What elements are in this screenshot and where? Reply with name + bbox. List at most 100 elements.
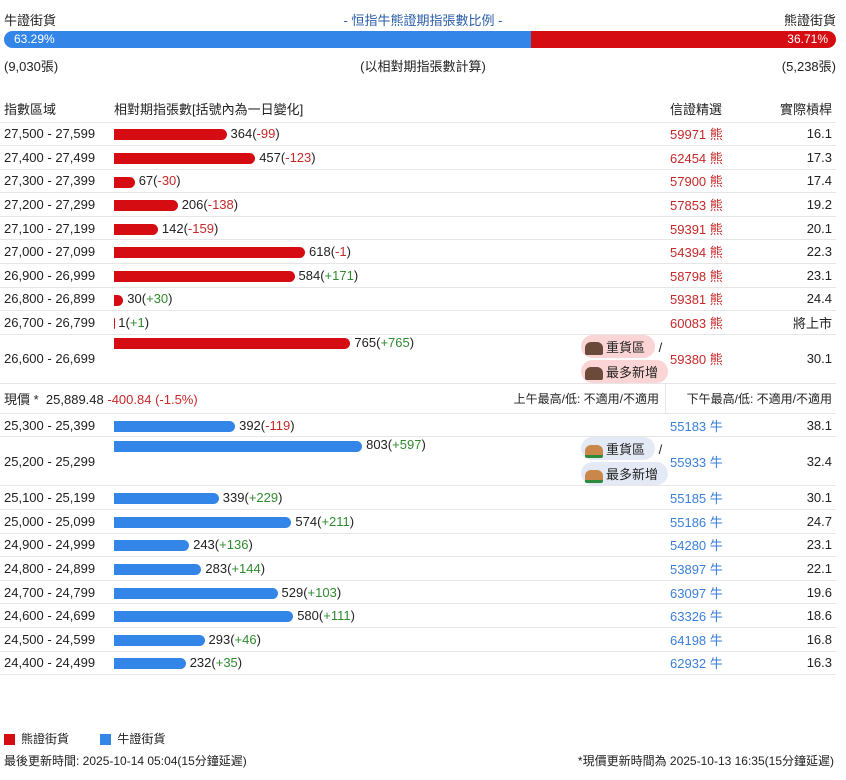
daily-change: -123 [285,149,312,165]
contract-count: 457 [259,149,281,165]
daily-change: -99 [256,126,276,142]
signal-warrant-link[interactable]: 53897 牛 [666,556,756,581]
bear-bar [114,223,158,235]
range-cell: 24,500 - 24,599 [0,627,110,652]
contract-count: 283 [205,561,228,577]
signal-warrant-link[interactable]: 57900 熊 [666,169,756,194]
table-row: 24,400 - 24,499 232(+35) 62932 牛 16.3 [0,651,836,676]
bear-legend-swatch [4,734,15,746]
col-signal: 信證精選 [666,96,756,123]
signal-warrant-link[interactable]: 55183 牛 [666,413,756,438]
signal-warrant-link[interactable]: 58798 熊 [666,263,756,288]
bear-bar [114,247,305,259]
daily-change: +597 [392,437,422,453]
bear-bar [114,152,256,164]
leverage-cell: 19.2 [756,192,836,217]
bear-bar [114,200,178,212]
table-row: 27,000 - 27,099 618(-1) 54394 熊 22.3 [0,239,836,265]
contract-count: 339 [222,490,245,506]
range-cell: 26,600 - 26,699 [0,334,110,384]
table-row: 24,800 - 24,899 283(+144) 53897 牛 22.1 [0,556,836,581]
daily-change: +171 [324,267,354,283]
signal-warrant-link[interactable]: 59380 熊 [666,334,756,384]
signal-warrant-link[interactable]: 59971 熊 [666,122,756,147]
col-leverage: 實際槓桿 [756,96,836,123]
signal-warrant-link[interactable]: 59381 熊 [666,287,756,312]
signal-warrant-link[interactable]: 55186 牛 [666,509,756,534]
leverage-cell: 17.3 [756,145,836,170]
signal-warrant-link[interactable]: 54280 牛 [666,533,756,558]
table-row: 26,800 - 26,899 30(+30) 59381 熊 24.4 [0,287,836,312]
leverage-cell: 30.1 [756,334,836,384]
range-cell: 27,300 - 27,399 [0,169,110,194]
signal-warrant-link[interactable]: 62454 熊 [666,145,756,170]
bear-bar [114,337,351,349]
leverage-cell: 23.1 [756,263,836,288]
badge-most-new[interactable]: 最多新增 [580,359,668,383]
daily-change: -30 [157,173,177,189]
current-price-row: 現價 * 25,889.48 -400.84 (-1.5%) 上午最高/低: 不… [0,383,836,414]
page-title: - 恒指牛熊證期指張數比例 - [343,13,503,28]
leverage-cell: 16.1 [756,122,836,147]
signal-warrant-link[interactable]: 54394 熊 [666,239,756,265]
leverage-cell: 22.1 [756,556,836,581]
bull-bar [114,658,186,670]
leverage-cell: 24.7 [756,509,836,534]
range-cell: 27,500 - 27,599 [0,122,110,147]
range-cell: 25,200 - 25,299 [0,436,110,487]
am-high-low: 上午最高/低: 不適用/不適用 [508,383,666,413]
leverage-cell: 18.6 [756,603,836,628]
range-cell: 25,000 - 25,099 [0,509,110,534]
bear-legend-label: 熊證街貨 [21,732,70,746]
bull-bar [114,420,236,432]
bull-mascot-icon [584,444,603,458]
signal-warrant-link[interactable]: 60083 熊 [666,310,756,335]
table-row: 24,700 - 24,799 529(+103) 63097 牛 19.6 [0,580,836,605]
contract-count: 206 [181,197,204,213]
contract-count: 584 [298,267,321,283]
bull-bar [114,634,205,646]
table-row: 27,200 - 27,299 206(-138) 57853 熊 19.2 [0,192,836,217]
bull-outstanding-label: 牛證街貨 [4,13,57,28]
table-row: 27,300 - 27,399 67(-30) 57900 熊 17.4 [0,169,836,194]
signal-warrant-link[interactable]: 64198 牛 [666,627,756,652]
range-cell: 25,300 - 25,399 [0,413,110,438]
signal-warrant-link[interactable]: 63326 牛 [666,603,756,628]
bear-mascot-icon [584,341,603,355]
contract-count: 574 [295,513,318,529]
table-row: 24,900 - 24,999 243(+136) 54280 牛 23.1 [0,533,836,558]
contract-count: 580 [297,608,319,624]
range-cell: 27,400 - 27,499 [0,145,110,170]
signal-warrant-link[interactable]: 57853 熊 [666,192,756,217]
legend: 熊證街貨 牛證街貨 [4,730,165,747]
contract-count: 142 [161,220,184,236]
bear-mascot-icon [584,366,603,380]
signal-warrant-link[interactable]: 55933 牛 [666,436,756,487]
table-row: 27,400 - 27,499 457(-123) 62454 熊 17.3 [0,145,836,170]
price-label: 現價 * [4,391,39,407]
contract-count: 243 [193,537,215,553]
range-cell: 27,100 - 27,199 [0,216,110,241]
daily-change: +765 [380,334,410,350]
daily-change: +111 [323,608,351,624]
badge-heavy-zone[interactable]: 重貨區 / [580,437,668,461]
signal-warrant-link[interactable]: 59391 熊 [666,216,756,241]
signal-warrant-link[interactable]: 55185 牛 [666,485,756,511]
table-row: 26,700 - 26,799 1(+1) 60083 熊將上市 [0,310,836,335]
bull-mascot-icon [584,469,603,483]
badge-most-new[interactable]: 最多新增 [580,462,668,486]
bull-bar [114,493,219,505]
contract-count: 529 [281,584,304,600]
bull-bar [114,564,202,576]
bull-bar [114,516,292,528]
badge-heavy-zone[interactable]: 重貨區 / [580,334,668,358]
table-row: 27,100 - 27,199 142(-159) 59391 熊 20.1 [0,216,836,241]
bull-bar [114,440,363,452]
daily-change: +229 [248,490,279,506]
signal-warrant-link[interactable]: 62932 牛 [666,651,756,676]
table-row: 25,300 - 25,399 392(-119) 55183 牛 38.1 [0,413,836,438]
contract-count: 30 [127,291,142,307]
contract-count: 765 [354,334,377,350]
table-header: 指數區域 相對期指張數[括號內為一日變化] 信證精選 實際槓桿 [0,96,836,123]
signal-warrant-link[interactable]: 63097 牛 [666,580,756,605]
